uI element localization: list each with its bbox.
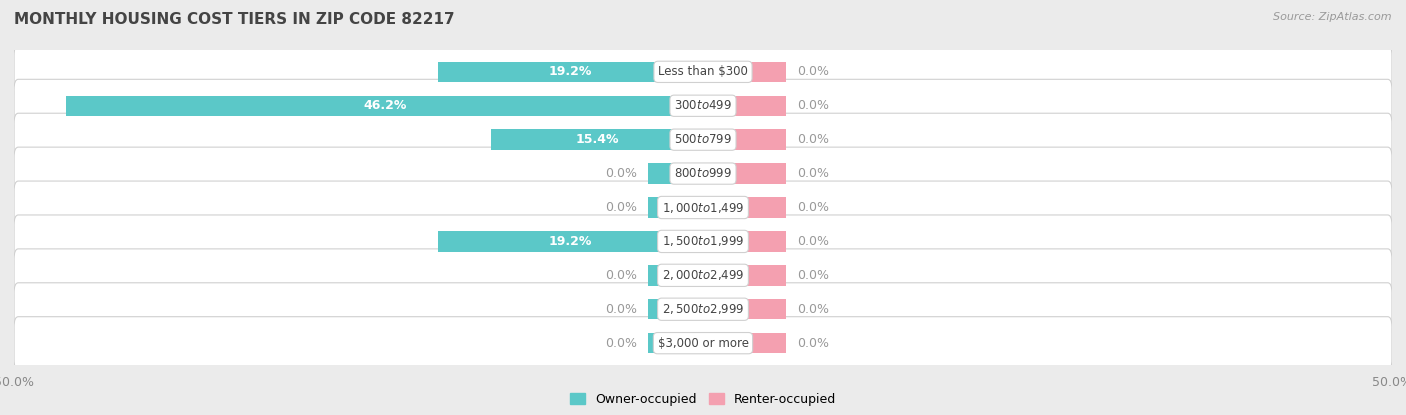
Text: Source: ZipAtlas.com: Source: ZipAtlas.com: [1274, 12, 1392, 22]
Text: 0.0%: 0.0%: [605, 337, 637, 350]
Text: 0.0%: 0.0%: [605, 201, 637, 214]
FancyBboxPatch shape: [14, 249, 1392, 302]
Text: 0.0%: 0.0%: [797, 99, 828, 112]
FancyBboxPatch shape: [14, 317, 1392, 370]
Text: $2,000 to $2,499: $2,000 to $2,499: [662, 269, 744, 282]
Bar: [491, 129, 703, 150]
Bar: [648, 265, 703, 286]
Bar: [703, 197, 786, 218]
Text: 0.0%: 0.0%: [605, 303, 637, 316]
FancyBboxPatch shape: [14, 79, 1392, 132]
Text: 0.0%: 0.0%: [797, 303, 828, 316]
Text: 0.0%: 0.0%: [797, 65, 828, 78]
Bar: [439, 62, 703, 82]
Text: 0.0%: 0.0%: [605, 269, 637, 282]
Text: 0.0%: 0.0%: [605, 167, 637, 180]
Bar: [648, 299, 703, 320]
FancyBboxPatch shape: [14, 147, 1392, 200]
Text: $800 to $999: $800 to $999: [673, 167, 733, 180]
Bar: [703, 164, 786, 184]
Text: $1,500 to $1,999: $1,500 to $1,999: [662, 234, 744, 249]
Text: 46.2%: 46.2%: [363, 99, 406, 112]
Bar: [66, 95, 703, 116]
Text: 0.0%: 0.0%: [797, 133, 828, 146]
Bar: [703, 62, 786, 82]
Text: $300 to $499: $300 to $499: [673, 99, 733, 112]
Text: 0.0%: 0.0%: [797, 167, 828, 180]
FancyBboxPatch shape: [14, 45, 1392, 98]
Bar: [703, 95, 786, 116]
Text: 0.0%: 0.0%: [797, 235, 828, 248]
Bar: [439, 231, 703, 251]
Text: $3,000 or more: $3,000 or more: [658, 337, 748, 350]
Text: $500 to $799: $500 to $799: [673, 133, 733, 146]
Bar: [703, 333, 786, 353]
Text: MONTHLY HOUSING COST TIERS IN ZIP CODE 82217: MONTHLY HOUSING COST TIERS IN ZIP CODE 8…: [14, 12, 454, 27]
FancyBboxPatch shape: [14, 113, 1392, 166]
Bar: [703, 231, 786, 251]
FancyBboxPatch shape: [14, 283, 1392, 336]
Bar: [648, 333, 703, 353]
Bar: [703, 129, 786, 150]
FancyBboxPatch shape: [14, 215, 1392, 268]
Bar: [648, 197, 703, 218]
Text: 15.4%: 15.4%: [575, 133, 619, 146]
Bar: [703, 265, 786, 286]
Text: 19.2%: 19.2%: [548, 235, 592, 248]
Bar: [703, 299, 786, 320]
Text: $2,500 to $2,999: $2,500 to $2,999: [662, 302, 744, 316]
Text: Less than $300: Less than $300: [658, 65, 748, 78]
Text: 0.0%: 0.0%: [797, 337, 828, 350]
Bar: [648, 164, 703, 184]
Text: 0.0%: 0.0%: [797, 201, 828, 214]
Text: 0.0%: 0.0%: [797, 269, 828, 282]
Legend: Owner-occupied, Renter-occupied: Owner-occupied, Renter-occupied: [567, 389, 839, 410]
Text: 19.2%: 19.2%: [548, 65, 592, 78]
Text: $1,000 to $1,499: $1,000 to $1,499: [662, 200, 744, 215]
FancyBboxPatch shape: [14, 181, 1392, 234]
